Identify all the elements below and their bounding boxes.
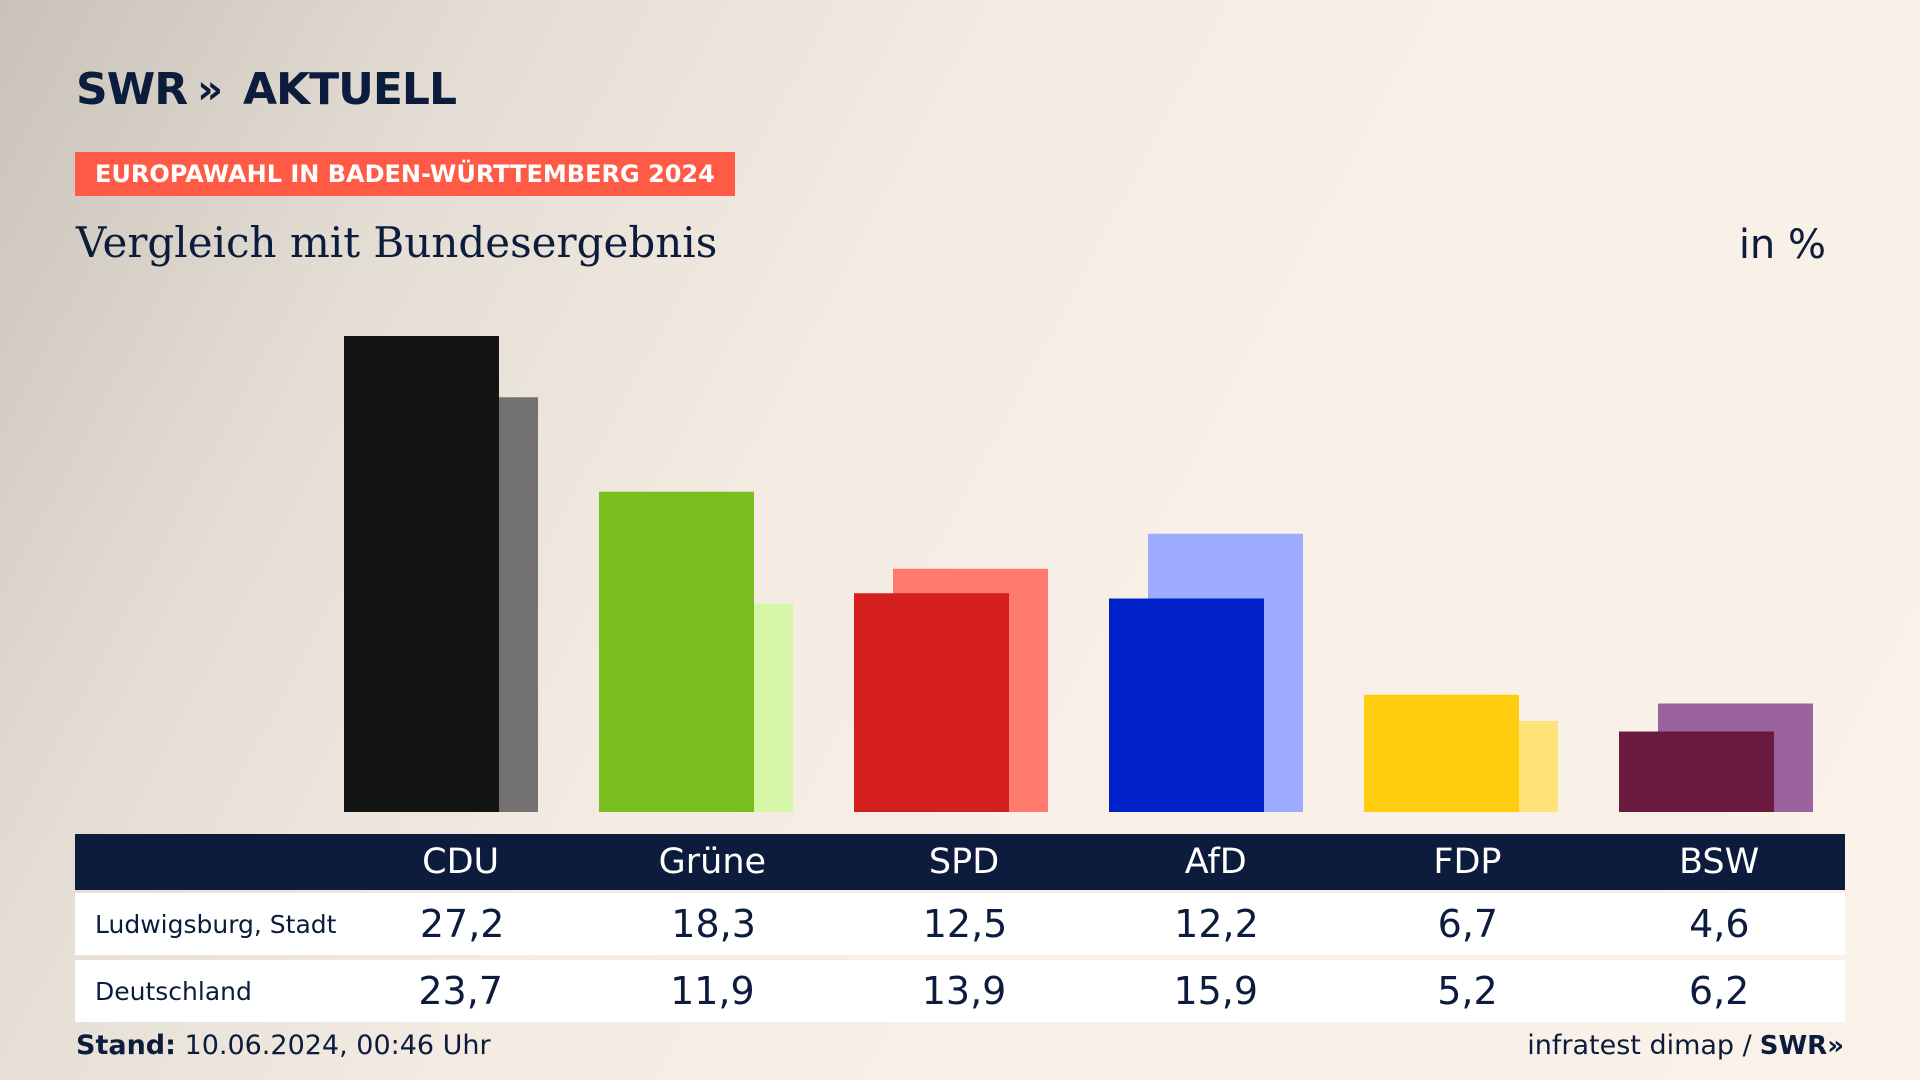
value-cell: 23,7 <box>418 969 503 1013</box>
party-header: AfD <box>1184 842 1247 882</box>
swr-aktuell-logo: SWR » AKTUELL <box>76 64 457 115</box>
party-header: Grüne <box>658 842 767 882</box>
value-cell: 15,9 <box>1173 969 1259 1013</box>
party-header: SPD <box>928 842 1000 882</box>
value-cell: 12,5 <box>922 902 1008 946</box>
bar-ludwigsburg-grüne <box>599 491 754 812</box>
table-row: Deutschland 23,7 11,9 13,9 15,9 5,2 6,2 <box>75 960 1845 1022</box>
table-row: Ludwigsburg, Stadt 27,2 18,3 12,5 12,2 6… <box>75 893 1845 955</box>
bar-ludwigsburg-fdp <box>1364 694 1519 812</box>
value-cell: 5,2 <box>1437 969 1498 1013</box>
party-header: CDU <box>422 842 500 882</box>
bar-ludwigsburg-cdu <box>344 336 499 812</box>
swr-small-logo: SWR» <box>1759 1030 1844 1061</box>
source-text: infratest dimap / <box>1527 1030 1752 1061</box>
value-cell: 18,3 <box>671 902 756 946</box>
stand-label: Stand: <box>76 1030 176 1061</box>
value-cell: 6,2 <box>1688 969 1750 1013</box>
election-tag: EUROPAWAHL IN BADEN-WÜRTTEMBERG 2024 <box>75 152 735 196</box>
unit-label: in % <box>1738 222 1826 268</box>
value-cell: 13,9 <box>921 969 1007 1013</box>
value-cell: 11,9 <box>670 969 755 1013</box>
row-label: Ludwigsburg, Stadt <box>95 909 337 939</box>
bar-ludwigsburg-afd <box>1109 598 1264 812</box>
stand-value: 10.06.2024, 00:46 Uhr <box>184 1030 491 1061</box>
value-cell: 12,2 <box>1174 902 1259 946</box>
value-cell: 27,2 <box>419 902 505 946</box>
results-table: CDU Grüne SPD AfD FDP BSW Ludwigsburg, S… <box>75 834 1845 1022</box>
value-cell: 6,7 <box>1437 902 1499 946</box>
chart-subtitle: Vergleich mit Bundesergebnis <box>76 218 718 267</box>
bar-ludwigsburg-bsw <box>1619 731 1774 812</box>
brand-name: SWR <box>76 64 188 115</box>
source-credit: infratest dimap / SWR» <box>1527 1030 1844 1061</box>
table-header: CDU Grüne SPD AfD FDP BSW <box>75 834 1845 890</box>
party-header: BSW <box>1679 842 1760 882</box>
stand-timestamp: Stand: 10.06.2024, 00:46 Uhr <box>76 1030 491 1061</box>
bar-ludwigsburg-spd <box>854 593 1009 812</box>
brand-section: AKTUELL <box>242 64 457 115</box>
party-header: FDP <box>1433 842 1502 882</box>
value-cell: 4,6 <box>1689 902 1750 946</box>
row-label: Deutschland <box>95 976 252 1006</box>
